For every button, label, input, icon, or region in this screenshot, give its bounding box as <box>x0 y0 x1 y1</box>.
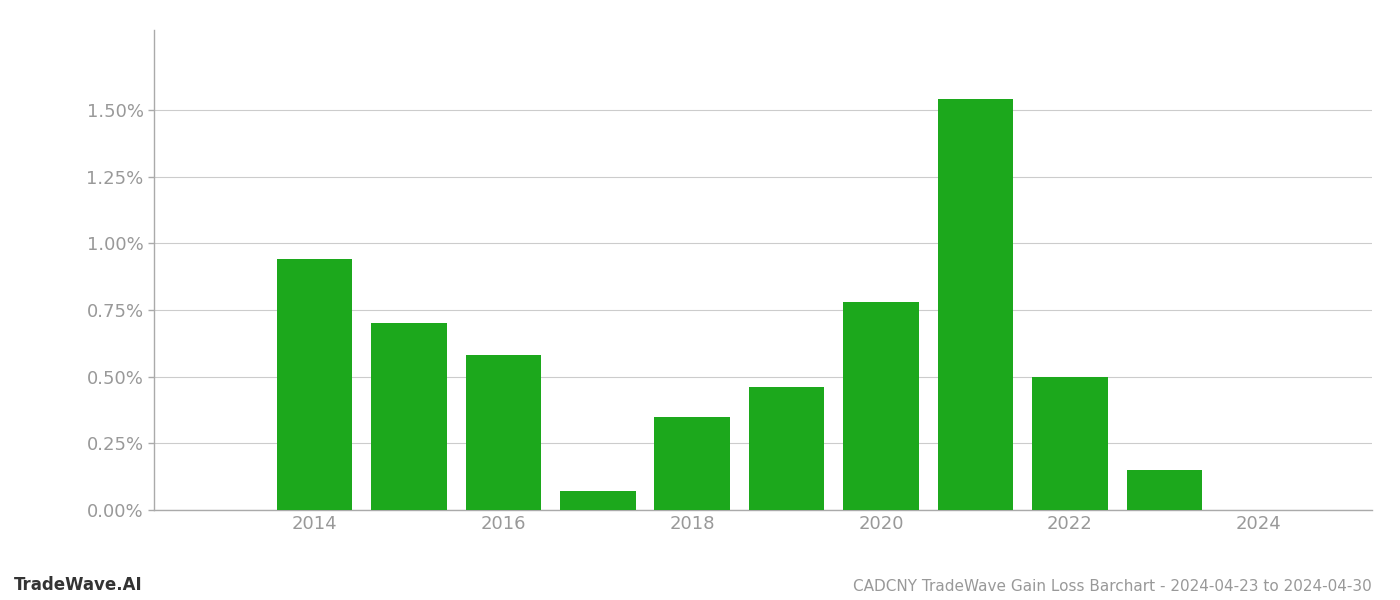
Text: TradeWave.AI: TradeWave.AI <box>14 576 143 594</box>
Text: CADCNY TradeWave Gain Loss Barchart - 2024-04-23 to 2024-04-30: CADCNY TradeWave Gain Loss Barchart - 20… <box>853 579 1372 594</box>
Bar <box>1127 470 1203 510</box>
Bar <box>749 388 825 510</box>
Bar <box>466 355 542 510</box>
Bar <box>371 323 447 510</box>
Bar <box>1032 377 1107 510</box>
Bar <box>843 302 918 510</box>
Bar <box>277 259 353 510</box>
Bar <box>654 416 729 510</box>
Bar <box>560 491 636 510</box>
Bar <box>938 100 1014 510</box>
